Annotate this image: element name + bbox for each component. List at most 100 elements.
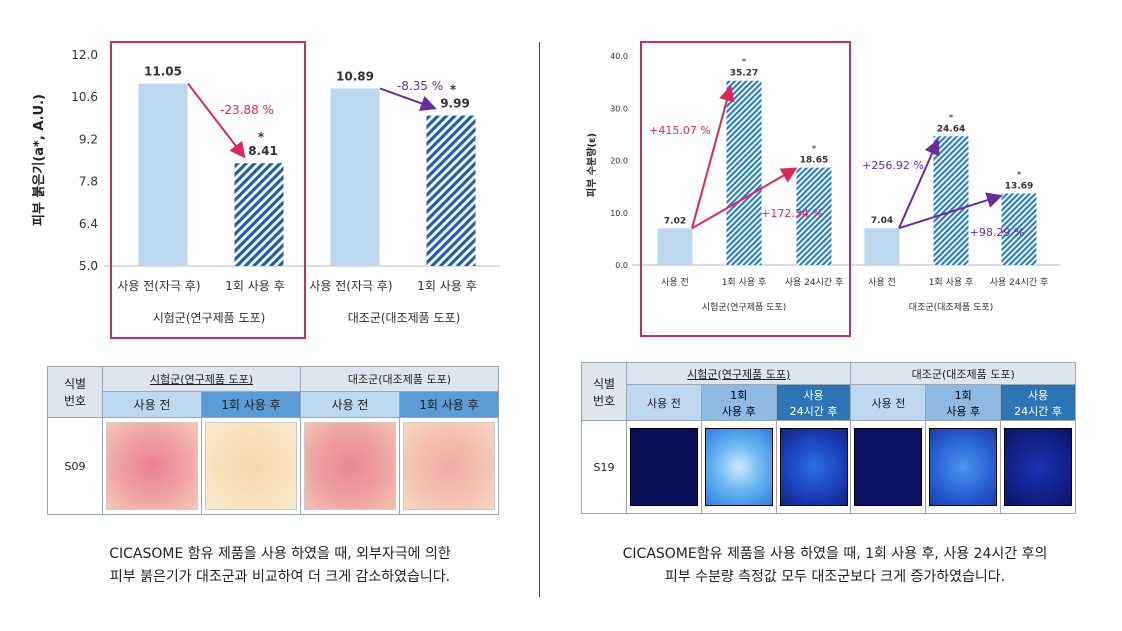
- skin-image-test-after: [205, 422, 297, 510]
- redness-image-table: 식별 번호 시험군(연구제품 도포) 대조군(대조제품 도포) 사용 전 1회 …: [47, 366, 499, 515]
- x-tick-label: 사용 전: [868, 277, 896, 288]
- change-label-test-1: +415.07 %: [649, 124, 711, 137]
- bar-value-label: 7.02: [664, 216, 686, 226]
- hydration-image-test-after-24h: [779, 428, 848, 506]
- col-after-1: 1회 사용 후: [700, 384, 777, 421]
- col-after-1: 1회 사용 후: [925, 384, 1002, 421]
- control-group-header: 대조군(대조제품 도포): [850, 362, 1076, 385]
- skin-image-control-after: [403, 422, 495, 510]
- y-axis-label: 피부 수분량(ε): [585, 133, 598, 197]
- col-after-1: 1회 사용 후: [201, 391, 301, 418]
- right-caption: CICASOME함유 제품을 사용 하였을 때, 1회 사용 후, 사용 24시…: [565, 543, 1105, 589]
- hydration-chart: 40.0 30.0 20.0 10.0 0.0 피부 수분량(ε) 7.02 사용 전 35.2…: [585, 41, 1060, 337]
- row-id: S19: [581, 420, 627, 514]
- bar: [796, 167, 832, 265]
- hydration-image-test-before: [629, 428, 698, 506]
- y-tick-label: 10.6: [71, 90, 98, 104]
- skin-image-control-before: [304, 422, 396, 510]
- y-tick-label: 40.0: [610, 52, 628, 61]
- increase-arrow-test-1: [691, 84, 735, 229]
- significance-mark: *: [949, 113, 954, 123]
- x-tick-label: 1회 사용 후: [929, 277, 974, 288]
- hydration-image-control-after-1: [929, 428, 998, 506]
- bar: [234, 163, 284, 266]
- bar: [330, 88, 380, 266]
- control-group-header: 대조군(대조제품 도포): [300, 366, 499, 392]
- bar: [426, 115, 476, 266]
- y-tick-label: 5.0: [79, 259, 98, 273]
- x-tick-label: 1회 사용 후: [417, 279, 476, 293]
- increase-arrow-test-24h: [691, 167, 798, 230]
- decrease-arrow-test: [187, 83, 246, 159]
- hydration-image-table: 식별 번호 시험군(연구제품 도포) 대조군(대조제품 도포) 사용 전 1회 …: [581, 362, 1076, 514]
- left-caption: CICASOME 함유 제품을 사용 하였을 때, 외부자극에 의한 피부 붉은…: [40, 543, 520, 589]
- left-caption-line-1: CICASOME 함유 제품을 사용 하였을 때, 외부자극에 의한: [109, 546, 451, 562]
- y-tick-label: 9.2: [79, 132, 98, 146]
- hydration-image-control-before: [854, 428, 923, 506]
- x-tick-label: 1회 사용 후: [722, 277, 767, 288]
- x-tick-label: 사용 전: [661, 277, 689, 288]
- y-tick-label: 20.0: [610, 157, 628, 166]
- y-axis-label: 피부 붉은기(a*, A.U.): [32, 94, 47, 226]
- change-label-control: -8.35 %: [397, 79, 443, 93]
- group-label-control: 대조군(대조제품 도포): [909, 302, 993, 313]
- bar-value-label: 10.89: [336, 69, 374, 83]
- hydration-image-control-after-24h: [1004, 428, 1073, 506]
- test-group-header: 시험군(연구제품 도포): [102, 366, 301, 392]
- bar-value-label: 24.64: [937, 124, 965, 134]
- col-before: 사용 전: [102, 391, 202, 418]
- bar: [657, 228, 693, 265]
- y-tick-label: 6.4: [79, 217, 98, 231]
- significance-mark: *: [450, 83, 457, 97]
- x-tick-label: 사용 24시간 후: [785, 277, 844, 288]
- significance-mark: *: [812, 145, 817, 155]
- change-label-test-24h: +172.34 %: [761, 207, 823, 220]
- decrease-arrow-control: [379, 87, 437, 112]
- right-caption-line-2: 피부 수분량 측정값 모두 대조군보다 크게 증가하였습니다.: [664, 569, 1006, 585]
- x-tick-label: 1회 사용 후: [225, 279, 284, 293]
- col-after-1: 1회 사용 후: [399, 391, 499, 418]
- bar-value-label: 35.27: [730, 69, 758, 79]
- bar: [933, 136, 969, 265]
- highlight-box: [640, 41, 851, 337]
- redness-chart: 12.0 10.6 9.2 7.8 6.4 5.0 피부 붉은기(a*, A.U.) 11.0…: [32, 41, 500, 339]
- bar-value-label: 18.65: [800, 156, 828, 166]
- highlight-box: [110, 41, 306, 339]
- y-tick-label: 30.0: [610, 104, 628, 113]
- bar-value-label: 8.41: [248, 144, 278, 158]
- id-header: 식별 번호: [47, 366, 103, 418]
- col-before: 사용 전: [300, 391, 400, 418]
- bar: [1001, 193, 1037, 265]
- group-label-control: 대조군(대조제품 도포): [348, 311, 461, 325]
- change-label-test: -23.88 %: [220, 103, 274, 117]
- y-tick-label: 10.0: [610, 209, 628, 218]
- x-tick-label: 사용 전(자극 후): [117, 279, 200, 293]
- hydration-image-test-after-1: [704, 428, 773, 506]
- increase-arrow-control-1: [898, 138, 940, 229]
- right-caption-line-1: CICASOME함유 제품을 사용 하였을 때, 1회 사용 후, 사용 24시…: [622, 546, 1048, 562]
- change-label-control-1: +256.92 %: [862, 159, 924, 172]
- increase-arrow-control-24h: [898, 192, 1003, 230]
- bar-value-label: 7.04: [871, 216, 893, 226]
- bar: [864, 228, 900, 265]
- significance-mark: *: [742, 58, 747, 68]
- x-tick-label: 사용 24시간 후: [990, 277, 1049, 288]
- bar-value-label: 9.99: [440, 97, 470, 111]
- test-group-header: 시험군(연구제품 도포): [625, 362, 852, 385]
- x-tick-label: 사용 전(자극 후): [309, 279, 392, 293]
- y-tick-label: 12.0: [71, 48, 98, 62]
- bar: [138, 83, 188, 266]
- bar: [726, 80, 762, 265]
- group-label-test: 시험군(연구제품 도포): [702, 302, 786, 313]
- col-before: 사용 전: [850, 384, 927, 421]
- row-id: S09: [47, 417, 103, 515]
- id-header: 식별 번호: [581, 362, 627, 421]
- left-caption-line-2: 피부 붉은기가 대조군과 비교하여 더 크게 감소하였습니다.: [109, 569, 451, 585]
- col-after-24h: 사용 24시간 후: [775, 384, 852, 421]
- bar-value-label: 13.69: [1005, 181, 1033, 191]
- center-divider: [539, 42, 540, 597]
- skin-image-test-before: [106, 422, 198, 510]
- group-label-test: 시험군(연구제품 도포): [153, 311, 266, 325]
- bar-value-label: 11.05: [144, 65, 182, 79]
- change-label-control-24h: +98.29 %: [970, 226, 1025, 239]
